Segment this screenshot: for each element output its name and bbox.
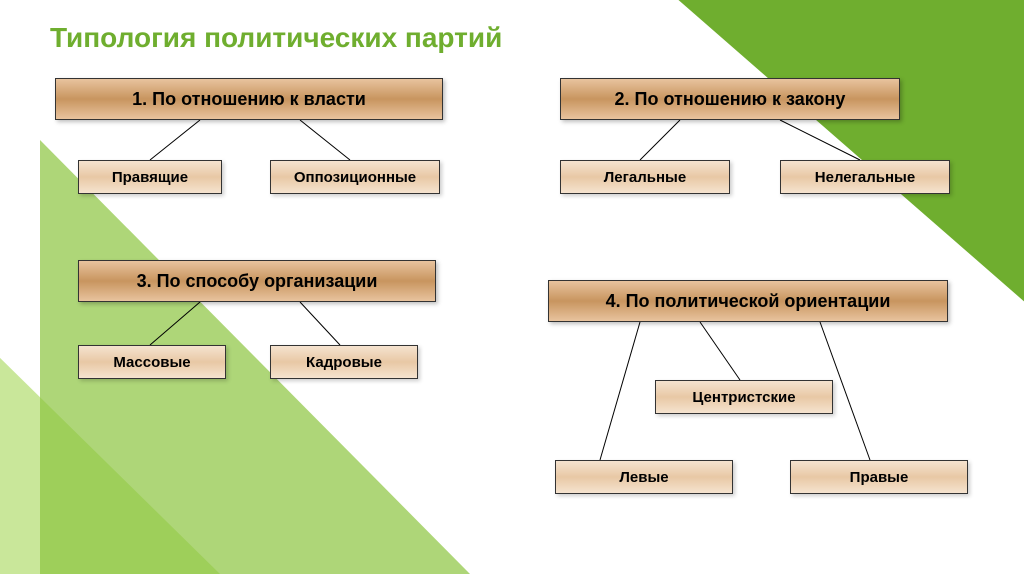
page-title: Типология политических партий xyxy=(50,22,502,54)
group-child: Левые xyxy=(555,460,733,494)
group-header: 1. По отношению к власти xyxy=(55,78,443,120)
group-header: 3. По способу организации xyxy=(78,260,436,302)
group-child: Правящие xyxy=(78,160,222,194)
group-child: Легальные xyxy=(560,160,730,194)
group-header: 4. По политической ориентации xyxy=(548,280,948,322)
group-child: Массовые xyxy=(78,345,226,379)
group-child: Кадровые xyxy=(270,345,418,379)
group-child: Центристские xyxy=(655,380,833,414)
group-child: Нелегальные xyxy=(780,160,950,194)
group-header: 2. По отношению к закону xyxy=(560,78,900,120)
group-child: Оппозиционные xyxy=(270,160,440,194)
group-child: Правые xyxy=(790,460,968,494)
